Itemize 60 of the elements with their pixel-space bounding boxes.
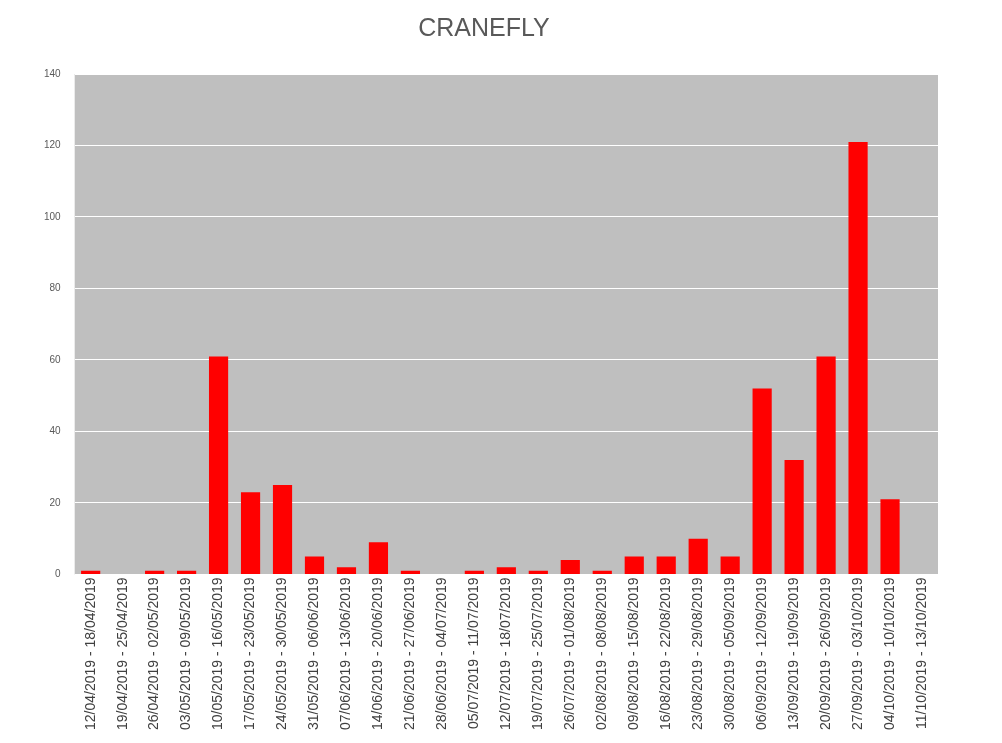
- bar: [368, 542, 389, 574]
- x-tick-label: 07/06/2019 - 13/06/2019: [337, 577, 354, 730]
- x-tick-label: 26/04/2019 - 02/05/2019: [145, 577, 162, 730]
- x-tick-label: 20/09/2019 - 26/09/2019: [816, 577, 833, 730]
- x-tick-label: 19/07/2019 - 25/07/2019: [529, 577, 546, 730]
- bar: [400, 570, 421, 574]
- x-tick-label: 28/06/2019 - 04/07/2019: [433, 577, 450, 730]
- bar: [624, 556, 644, 574]
- x-tick-label: 12/04/2019 - 18/04/2019: [81, 577, 98, 730]
- y-tick-label: 20: [49, 496, 62, 508]
- bar: [177, 570, 197, 574]
- x-tick-label: 12/07/2019 - 18/07/2019: [497, 577, 514, 730]
- x-tick-label: 10/05/2019 - 16/05/2019: [209, 577, 226, 730]
- bar: [240, 492, 261, 574]
- bar: [464, 570, 484, 574]
- bar: [816, 356, 836, 574]
- x-tick-label: 23/08/2019 - 29/08/2019: [689, 577, 706, 730]
- x-tick-label: 19/04/2019 - 25/04/2019: [113, 577, 130, 730]
- bar: [528, 570, 548, 574]
- x-tick-label: 05/07/2019 - 11/07/2019: [465, 577, 482, 729]
- bar: [880, 499, 900, 574]
- bar: [336, 567, 357, 574]
- bar: [752, 388, 772, 574]
- x-tick-label: 02/08/2019 - 08/08/2019: [593, 577, 610, 730]
- x-tick-label: 30/08/2019 - 05/09/2019: [721, 577, 738, 730]
- bar: [81, 570, 101, 574]
- x-tick-label: 11/10/2019 - 13/10/2019: [912, 577, 929, 729]
- x-tick-label: 13/09/2019 - 19/09/2019: [784, 577, 801, 730]
- bar: [720, 556, 740, 574]
- bar: [656, 556, 676, 574]
- y-tick-label: 80: [49, 282, 62, 294]
- x-tick-label: 31/05/2019 - 06/06/2019: [305, 577, 322, 730]
- bar: [208, 356, 229, 574]
- x-tick-label: 27/09/2019 - 03/10/2019: [848, 577, 865, 730]
- bar: [560, 560, 580, 574]
- bar: [688, 538, 708, 574]
- chart-title: CRANEFLY: [418, 12, 551, 41]
- x-tick-label: 26/07/2019 - 01/08/2019: [561, 577, 578, 730]
- x-tick-label: 17/05/2019 - 23/05/2019: [241, 577, 258, 730]
- x-tick-label: 14/06/2019 - 20/06/2019: [369, 577, 386, 730]
- bar: [272, 485, 293, 574]
- y-tick-label: 100: [44, 210, 62, 222]
- x-tick-label: 04/10/2019 - 10/10/2019: [880, 577, 897, 730]
- y-tick-label: 40: [49, 425, 62, 437]
- y-tick-label: 120: [44, 139, 62, 151]
- y-tick-label: 0: [55, 568, 62, 580]
- x-tick-label: 09/08/2019 - 15/08/2019: [625, 577, 642, 730]
- bar: [145, 570, 165, 574]
- bar: [304, 556, 325, 574]
- x-tick-label: 24/05/2019 - 30/05/2019: [273, 577, 290, 730]
- y-tick-label: 140: [44, 67, 62, 79]
- x-tick-label: 06/09/2019 - 12/09/2019: [753, 577, 769, 730]
- bar: [784, 460, 804, 574]
- bar: [592, 570, 612, 574]
- x-tick-label: 16/08/2019 - 22/08/2019: [657, 577, 674, 730]
- y-tick-label: 60: [49, 353, 62, 365]
- x-tick-label: 03/05/2019 - 09/05/2019: [177, 577, 194, 730]
- bar: [848, 141, 868, 574]
- x-tick-label: 21/06/2019 - 27/06/2019: [401, 577, 418, 730]
- bar: [496, 567, 516, 574]
